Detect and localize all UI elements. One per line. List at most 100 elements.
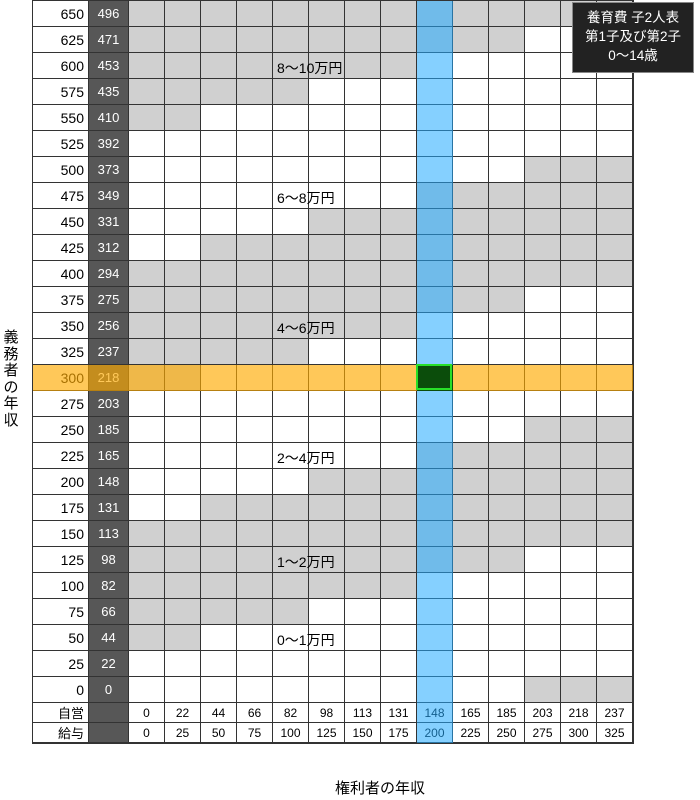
grid-cell — [129, 105, 165, 131]
grid-cell — [525, 287, 561, 313]
row-se-value: 113 — [89, 521, 129, 547]
grid-cell — [417, 677, 453, 703]
grid-cell — [381, 157, 417, 183]
grid-cell — [417, 417, 453, 443]
grid-cell — [345, 521, 381, 547]
grid-cell — [561, 131, 597, 157]
grid-cell — [273, 261, 309, 287]
grid-cell — [489, 209, 525, 235]
grid-cell — [201, 53, 237, 79]
col-label: 150 — [345, 723, 381, 743]
row-label: 175 — [33, 495, 89, 521]
grid-cell — [525, 209, 561, 235]
grid-cell — [453, 79, 489, 105]
grid-cell — [417, 79, 453, 105]
grid-cell — [273, 313, 309, 339]
grid-cell — [561, 469, 597, 495]
grid-cell — [525, 313, 561, 339]
col-label: 82 — [273, 703, 309, 723]
grid-cell — [489, 131, 525, 157]
row-label: 150 — [33, 521, 89, 547]
grid-cell — [165, 157, 201, 183]
grid-cell — [453, 495, 489, 521]
grid-cell — [597, 443, 633, 469]
grid-cell — [165, 573, 201, 599]
grid-cell — [129, 131, 165, 157]
grid-cell — [381, 339, 417, 365]
grid-cell — [417, 157, 453, 183]
grid-cell — [201, 651, 237, 677]
table-row: 300218 — [33, 365, 633, 391]
grid-cell — [165, 183, 201, 209]
grid-cell — [273, 209, 309, 235]
grid-cell — [525, 417, 561, 443]
grid-cell — [489, 105, 525, 131]
y-axis-label: 義務者の年収 — [2, 330, 20, 429]
grid-cell — [561, 287, 597, 313]
grid-cell — [165, 261, 201, 287]
grid-cell — [489, 651, 525, 677]
grid-cell — [345, 625, 381, 651]
row-label: 575 — [33, 79, 89, 105]
col-label: 275 — [525, 723, 561, 743]
table-row: 2522 — [33, 651, 633, 677]
grid-cell — [309, 547, 345, 573]
grid-cell — [129, 417, 165, 443]
grid-cell — [129, 391, 165, 417]
grid-cell — [165, 313, 201, 339]
row-label: 0 — [33, 677, 89, 703]
grid-cell — [453, 287, 489, 313]
grid-cell — [345, 131, 381, 157]
grid-cell — [201, 469, 237, 495]
table-row: 375275 — [33, 287, 633, 313]
grid-cell — [273, 521, 309, 547]
grid-cell — [381, 443, 417, 469]
grid-cell — [129, 183, 165, 209]
grid-cell — [417, 183, 453, 209]
grid-cell — [309, 131, 345, 157]
grid-cell — [489, 313, 525, 339]
grid-cell — [381, 209, 417, 235]
grid-cell — [597, 573, 633, 599]
col-label: 165 — [453, 703, 489, 723]
grid-cell — [525, 677, 561, 703]
grid-cell — [165, 521, 201, 547]
col-label: 113 — [345, 703, 381, 723]
grid-cell — [453, 53, 489, 79]
grid-cell — [417, 469, 453, 495]
grid-cell — [309, 235, 345, 261]
grid-cell — [309, 469, 345, 495]
col-label: 250 — [489, 723, 525, 743]
grid-cell — [237, 209, 273, 235]
grid-cell — [417, 521, 453, 547]
grid: 6504966254716004535754355504105253925003… — [32, 0, 634, 744]
grid-cell — [561, 339, 597, 365]
grid-cell — [417, 651, 453, 677]
grid-cell — [453, 599, 489, 625]
grid-cell — [597, 235, 633, 261]
grid-cell — [453, 443, 489, 469]
grid-cell — [129, 287, 165, 313]
legend-line3: 0〜14歳 — [585, 47, 681, 66]
grid-cell — [201, 339, 237, 365]
row-se-value: 275 — [89, 287, 129, 313]
table-row: 600453 — [33, 53, 633, 79]
bottom-row-spacer — [89, 723, 129, 743]
table-row: 550410 — [33, 105, 633, 131]
grid-cell — [201, 521, 237, 547]
grid-cell — [417, 313, 453, 339]
grid-cell — [381, 391, 417, 417]
grid-cell — [273, 79, 309, 105]
row-se-value: 471 — [89, 27, 129, 53]
col-label: 50 — [201, 723, 237, 743]
grid-cell — [561, 677, 597, 703]
grid-cell — [201, 391, 237, 417]
bottom-row-se: 自営02244668298113131148165185203218237 — [33, 703, 633, 723]
grid-cell — [381, 27, 417, 53]
grid-cell — [597, 157, 633, 183]
grid-cell — [345, 599, 381, 625]
grid-cell — [597, 261, 633, 287]
grid-cell — [237, 365, 273, 391]
grid-cell — [165, 495, 201, 521]
row-label: 350 — [33, 313, 89, 339]
